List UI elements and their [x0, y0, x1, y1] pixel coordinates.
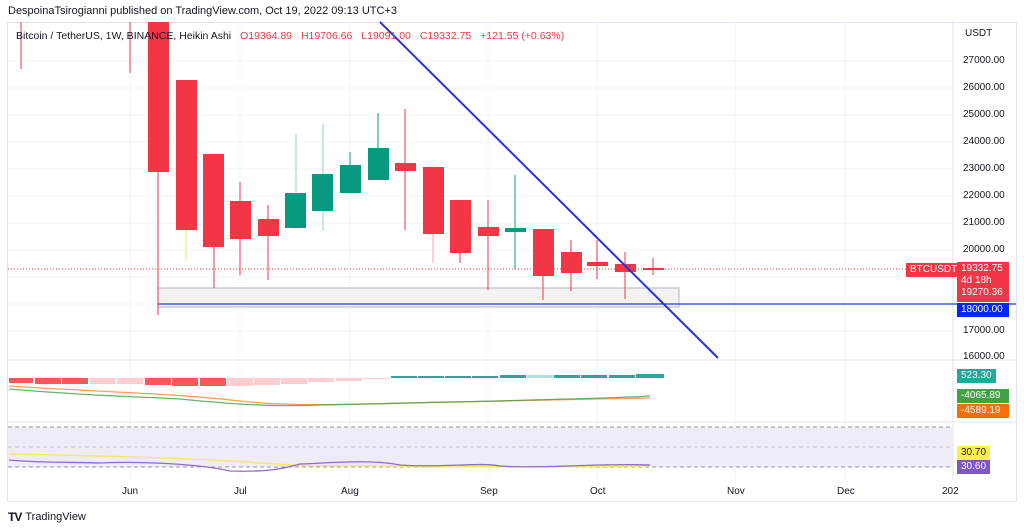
price-tick: 27000.00: [963, 55, 1005, 66]
rsi-line: [8, 459, 651, 472]
time-tick: Sep: [480, 486, 498, 497]
price-tick: 21000.00: [963, 217, 1005, 228]
price-tick: 20000.00: [963, 244, 1005, 255]
current-price: 19332.75: [961, 263, 1003, 274]
hline-price-tag: 18000.00: [957, 303, 1009, 317]
price-tick: 26000.00: [963, 82, 1005, 93]
ohlc-open: O19364.89: [240, 30, 293, 42]
current-price-tag: 19332.75 4d 18h 19270.36: [957, 262, 1009, 302]
secondary-price: 19270.36: [961, 287, 1003, 298]
price-tick: 24000.00: [963, 136, 1005, 147]
time-tick: Jun: [122, 486, 139, 497]
price-change: +121.55 (+0.63%): [480, 30, 565, 42]
macd-line: [8, 388, 651, 407]
currency-label: USDT: [965, 28, 993, 39]
publish-info: DespoinaTsirogianni published on Trading…: [8, 5, 398, 17]
chart-frame[interactable]: [7, 22, 1017, 502]
price-tick: 25000.00: [963, 109, 1005, 120]
candle-countdown: 4d 18h: [961, 275, 992, 286]
time-tick: 202: [942, 486, 959, 497]
rsi-tag: 30.60: [957, 460, 991, 474]
time-tick: Aug: [341, 486, 359, 497]
price-tick: 16000.00: [963, 351, 1005, 362]
ohlc-low: L19091.00: [361, 30, 411, 42]
symbol-title: Bitcoin / TetherUS, 1W, BINANCE, Heikin …: [16, 30, 232, 42]
tradingview-logo-icon: TV: [8, 510, 22, 524]
time-tick: Dec: [837, 486, 855, 497]
signal-line-tag: -4589.19: [957, 404, 1009, 418]
time-tick: Jul: [234, 486, 247, 497]
macd-histogram: [9, 374, 664, 386]
trendline[interactable]: [379, 21, 719, 359]
candles: [148, 22, 664, 315]
price-tick: 22000.00: [963, 190, 1005, 201]
price-tick: 23000.00: [963, 163, 1005, 174]
symbol-tag: BTCUSDT: [906, 263, 962, 277]
macd-hist-tag: 523.30: [957, 369, 996, 383]
time-tick: Oct: [590, 486, 606, 497]
rsi-ma-tag: 30.70: [957, 446, 991, 460]
time-tick: Nov: [727, 486, 745, 497]
macd-line-tag: -4065.89: [957, 389, 1009, 403]
tradingview-logo[interactable]: TV TradingView: [8, 510, 86, 524]
ohlc-close: C19332.75: [419, 30, 472, 42]
symbol-legend: Bitcoin / TetherUS, 1W, BINANCE, Heikin …: [16, 30, 564, 42]
brand-name: TradingView: [25, 511, 86, 523]
ohlc-high: H19706.66: [300, 30, 353, 42]
price-tick: 17000.00: [963, 325, 1005, 336]
